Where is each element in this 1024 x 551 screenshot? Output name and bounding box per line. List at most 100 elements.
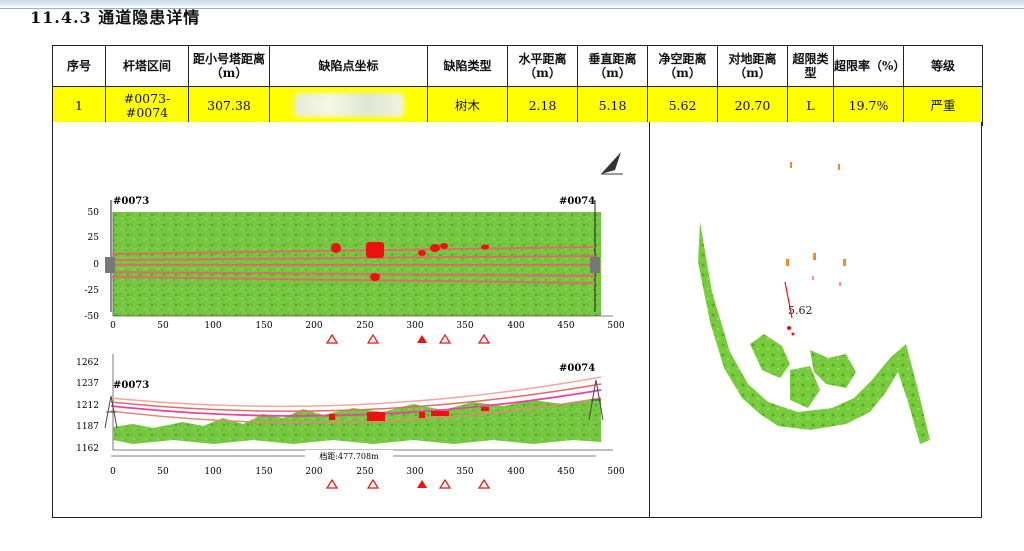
profile-y-tick: 1212: [76, 401, 99, 411]
warning-triangle-icon: [325, 478, 491, 489]
profile-y-tick: 1162: [76, 444, 99, 454]
cross-section-view: 5.62: [698, 162, 930, 444]
tower-icon: [105, 257, 115, 273]
header-cell: 等级: [903, 45, 983, 87]
header-cell: 水平距离（m）: [507, 45, 578, 87]
profile-x-tick: 350: [456, 467, 473, 477]
profile-x-tick: 150: [255, 467, 272, 477]
plan-x-tick: 500: [607, 321, 624, 331]
profile-x-tick: 200: [305, 467, 322, 477]
header-cell: 缺陷点坐标: [269, 45, 428, 87]
conductor-line: [110, 255, 596, 261]
profile-x-tick: 250: [356, 467, 373, 477]
plan-view: #0073 #0074: [85, 196, 625, 344]
conductor-markers: [786, 162, 846, 266]
conductor-line: [110, 383, 602, 412]
header-cell: 对地距离（m）: [717, 45, 788, 87]
plan-y-tick: 50: [88, 208, 100, 218]
cell-limit-rate: 19.7%: [833, 86, 904, 126]
north-arrow-icon: [601, 152, 623, 175]
header-cell: 距小号塔距离（m）: [188, 45, 270, 87]
profile-x-tick: 100: [204, 467, 221, 477]
header-cell: 超限类型: [787, 45, 834, 87]
conductor-line: [110, 246, 596, 255]
cell-vertical: 5.18: [577, 86, 648, 126]
page-top-bar: [0, 0, 1024, 6]
plan-x-tick: 300: [406, 321, 423, 331]
plan-y-tick: 0: [93, 260, 99, 270]
plan-x-tick: 100: [204, 321, 221, 331]
header-cell: 缺陷类型: [427, 45, 508, 87]
cross-section-defect-points: [787, 326, 795, 336]
header-cell: 垂直距离（m）: [577, 45, 648, 87]
header-cell: 净空距离（m）: [647, 45, 718, 87]
table-row: 1 #0073-#0074 307.38 树木 2.18 5.18 5.62 2…: [52, 86, 983, 126]
clearance-label: 5.62: [788, 304, 813, 317]
header-cell: 超限率（%）: [833, 45, 904, 87]
cell-horizontal: 2.18: [507, 86, 578, 126]
warning-triangle-icon: [417, 335, 427, 343]
profile-tower-right-label: #0074: [559, 363, 595, 374]
tower-icon: [588, 379, 604, 421]
cell-clearance: 5.62: [647, 86, 718, 126]
profile-terrain: [113, 398, 601, 444]
cell-coordinate: [269, 86, 428, 126]
point-cloud-views: #0073 #0074: [76, 152, 625, 489]
point-cloud-views-panel: #0073 #0074: [52, 122, 650, 518]
plan-x-tick: 200: [305, 321, 322, 331]
header-cell: 杆塔区间: [105, 45, 189, 87]
conductor-line: [110, 271, 596, 277]
span-length-label: 档距:477.708m: [319, 451, 379, 461]
cross-section-vegetation: [698, 222, 930, 444]
profile-defect-points: [329, 407, 489, 421]
plan-x-tick: 350: [456, 321, 473, 331]
cell-limit-type: L: [787, 86, 834, 126]
header-cell: 序号: [52, 45, 106, 87]
plan-tower-right-label: #0074: [559, 196, 595, 207]
plan-x-tick: 0: [110, 321, 116, 331]
plan-y-tick: -25: [85, 286, 100, 296]
profile-x-tick: 0: [110, 467, 116, 477]
profile-view: #0073 #0074 档距:477.708m 1262 1237 1212 1…: [76, 354, 625, 489]
plan-x-tick: 400: [507, 321, 524, 331]
table-header-row: 序号 杆塔区间 距小号塔距离（m） 缺陷点坐标 缺陷类型 水平距离（m） 垂直距…: [52, 45, 983, 87]
redacted-coordinate: [293, 92, 404, 117]
plan-x-tick: 50: [157, 321, 169, 331]
conductor-line: [110, 276, 596, 284]
plan-tower-left-label: #0073: [113, 196, 149, 207]
plan-defect-points: [331, 242, 489, 281]
warning-triangle-icon: [325, 333, 491, 344]
plan-y-tick: -50: [85, 312, 100, 322]
profile-x-tick: 400: [507, 467, 524, 477]
plan-x-tick: 450: [557, 321, 574, 331]
profile-y-tick: 1262: [76, 358, 99, 368]
cell-span: #0073-#0074: [105, 86, 189, 126]
cell-distance: 307.38: [188, 86, 270, 126]
profile-x-tick: 500: [607, 467, 624, 477]
profile-tower-left-label: #0073: [113, 380, 149, 391]
profile-x-tick: 300: [406, 467, 423, 477]
profile-x-tick: 450: [557, 467, 574, 477]
cell-defect-type: 树木: [427, 86, 508, 126]
profile-x-tick: 50: [157, 467, 169, 477]
cell-no: 1: [52, 86, 106, 126]
tower-icon: [104, 395, 118, 429]
conductor-line: [110, 376, 602, 408]
plan-y-tick: 25: [88, 233, 100, 243]
defect-table: 序号 杆塔区间 距小号塔距离（m） 缺陷点坐标 缺陷类型 水平距离（m） 垂直距…: [52, 45, 983, 126]
cell-level: 严重: [903, 86, 983, 126]
plan-x-tick: 250: [356, 321, 373, 331]
profile-y-tick: 1237: [76, 379, 99, 389]
cross-section-panel: 5.62: [650, 122, 982, 518]
section-title: 11.4.3 通道隐患详情: [30, 8, 201, 27]
plan-x-tick: 150: [255, 321, 272, 331]
conductor-line: [110, 397, 602, 424]
warning-triangle-icon: [417, 480, 427, 488]
clearance-line: [784, 281, 793, 319]
profile-y-tick: 1187: [76, 422, 99, 432]
conductor-line: [110, 389, 602, 417]
conductor-markers-pink: [812, 276, 841, 286]
tower-icon: [590, 257, 600, 273]
cell-ground: 20.70: [717, 86, 788, 126]
page-top-rule: [0, 8, 1024, 9]
